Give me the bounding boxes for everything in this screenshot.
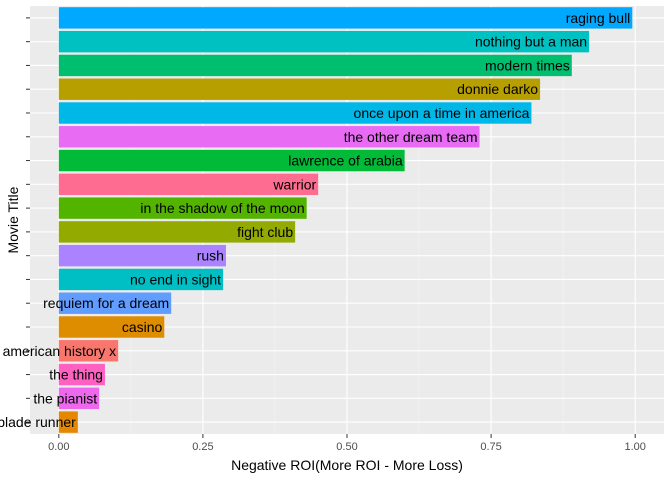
bar: [58, 387, 100, 410]
bar: [58, 126, 480, 148]
bar-label: rush: [197, 248, 224, 264]
bar-label: lawrence of arabia: [288, 153, 403, 169]
bar-label: warrior: [272, 176, 316, 192]
y-axis-title: Movie Title: [5, 186, 21, 253]
bar: [58, 340, 119, 362]
bar-label: modern times: [485, 57, 570, 73]
bar: [58, 244, 226, 267]
bar: [58, 102, 532, 124]
bar: [58, 221, 296, 243]
bars: raging bull nothing but a man modern times…: [0, 7, 633, 433]
x-tick-label: 0.50: [336, 441, 357, 453]
bar-label: the thing: [49, 367, 103, 383]
bar-label: fight club: [237, 224, 293, 240]
x-tick-label: 0.00: [48, 441, 69, 453]
bar-label: nothing but a man: [475, 34, 587, 50]
x-axis-ticks: 0.00 0.25 0.50 0.75 1.00: [48, 434, 646, 453]
bar: [58, 363, 105, 386]
x-tick-label: 1.00: [624, 441, 645, 453]
x-axis-title: Negative ROI(More ROI - More Loss): [231, 457, 463, 473]
bar-label: in the shadow of the moon: [140, 200, 304, 216]
x-tick-label: 0.75: [480, 441, 501, 453]
bar-label: american history x: [3, 343, 117, 359]
bar: [58, 30, 590, 53]
bar: [58, 173, 319, 196]
bar-label: donnie darko: [457, 81, 538, 97]
bar-label: no end in sight: [130, 271, 221, 287]
bar: [58, 149, 405, 172]
bar: [58, 7, 633, 29]
bar-label: the pianist: [33, 390, 97, 406]
y-axis-ticks: [26, 17, 30, 423]
bar: [58, 268, 224, 291]
bar: [58, 197, 307, 219]
bar: [58, 54, 572, 77]
bar: [58, 316, 165, 338]
bar-label: once upon a time in america: [354, 105, 530, 121]
bar-label: blade runner: [0, 414, 76, 430]
bar-label: requiem for a dream: [43, 295, 169, 311]
bar: [58, 411, 78, 433]
bar-label: casino: [122, 319, 163, 335]
bar: [58, 78, 541, 100]
bar-label: the other dream team: [344, 129, 478, 145]
bar-label: raging bull: [566, 10, 631, 26]
x-tick-label: 0.25: [192, 441, 213, 453]
bar: [58, 292, 172, 314]
